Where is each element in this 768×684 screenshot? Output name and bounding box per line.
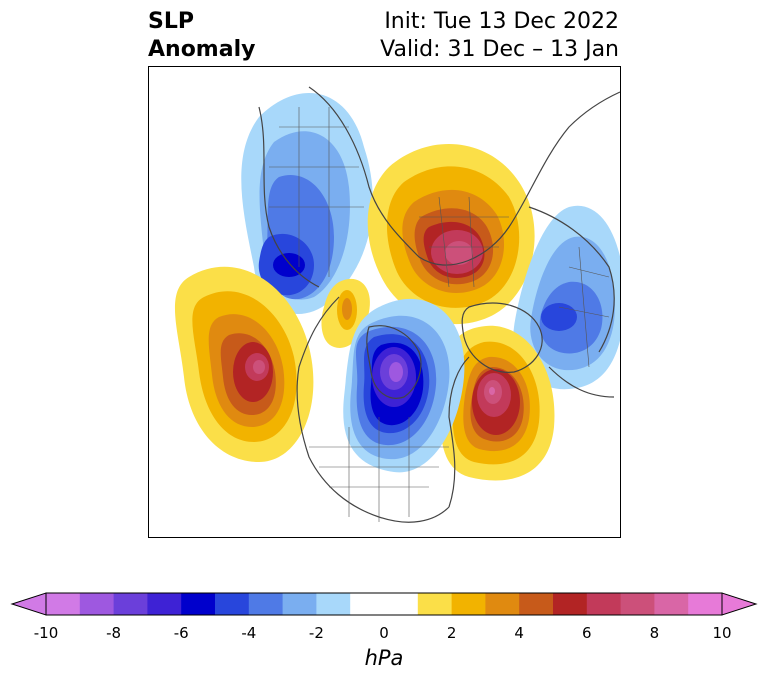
colorbar-units: hPa <box>364 646 404 670</box>
colorbar-bin <box>248 593 284 615</box>
colorbar-bin <box>316 593 351 615</box>
colorbar-extend-max <box>721 592 758 616</box>
colorbar-bin <box>620 593 655 615</box>
colorbar-tick-label: -2 <box>308 624 324 642</box>
low-east-asia <box>241 93 373 315</box>
colorbar-bin <box>46 593 81 615</box>
colorbar-outline <box>45 592 723 616</box>
init-date: Init: Tue 13 Dec 2022 <box>384 9 619 34</box>
colorbar-bin <box>181 593 216 615</box>
colorbar-bin <box>553 593 588 615</box>
colorbar-tick-label: 4 <box>514 624 524 642</box>
colorbar-bin <box>485 593 520 615</box>
coastlines <box>258 86 620 523</box>
low-europe <box>513 205 620 390</box>
colorbar-bin <box>384 593 419 615</box>
colorbar-tick-label: -4 <box>241 624 257 642</box>
colorbar-tick-label: 0 <box>379 624 389 642</box>
colorbar-bin <box>451 593 486 615</box>
colorbar-bin <box>688 593 723 615</box>
colorbar-tick-label: 10 <box>712 624 732 642</box>
anomaly-map <box>148 66 621 538</box>
colorbar-bin <box>215 593 250 615</box>
title-variable: SLP Anomaly <box>148 8 255 64</box>
colorbar-bin <box>147 593 182 615</box>
valid-period: Valid: 31 Dec – 13 Jan <box>380 37 619 62</box>
colorbar-bin <box>113 593 148 615</box>
colorbar-bin <box>417 593 453 615</box>
title-variable-line1: SLP <box>148 9 194 34</box>
high-north-atlantic <box>440 325 555 481</box>
colorbar-bin <box>519 593 554 615</box>
colorbar-bin <box>350 593 385 615</box>
title-dates: Init: Tue 13 Dec 2022 Valid: 31 Dec – 13… <box>380 8 619 64</box>
borders <box>269 107 610 522</box>
high-gulf-of-alaska <box>174 266 314 462</box>
title-variable-line2: Anomaly <box>148 37 256 62</box>
colorbar-tick-label: -8 <box>106 624 122 642</box>
colorbar-tick-label: -10 <box>33 624 59 642</box>
colorbar-tick-label: 2 <box>446 624 457 642</box>
low-hudson-bay <box>343 298 465 473</box>
map-canvas <box>174 86 620 523</box>
colorbar <box>10 592 758 616</box>
colorbar-tick-label: -6 <box>173 624 189 642</box>
colorbar-bin <box>79 593 115 615</box>
colorbar-bin <box>654 593 689 615</box>
colorbar-tick-label: 6 <box>582 624 592 642</box>
colorbar-bin <box>586 593 622 615</box>
high-arctic <box>367 144 535 325</box>
colorbar-tick-label: 8 <box>649 624 660 642</box>
colorbar-extend-min <box>10 592 47 616</box>
colorbar-bin <box>282 593 317 615</box>
